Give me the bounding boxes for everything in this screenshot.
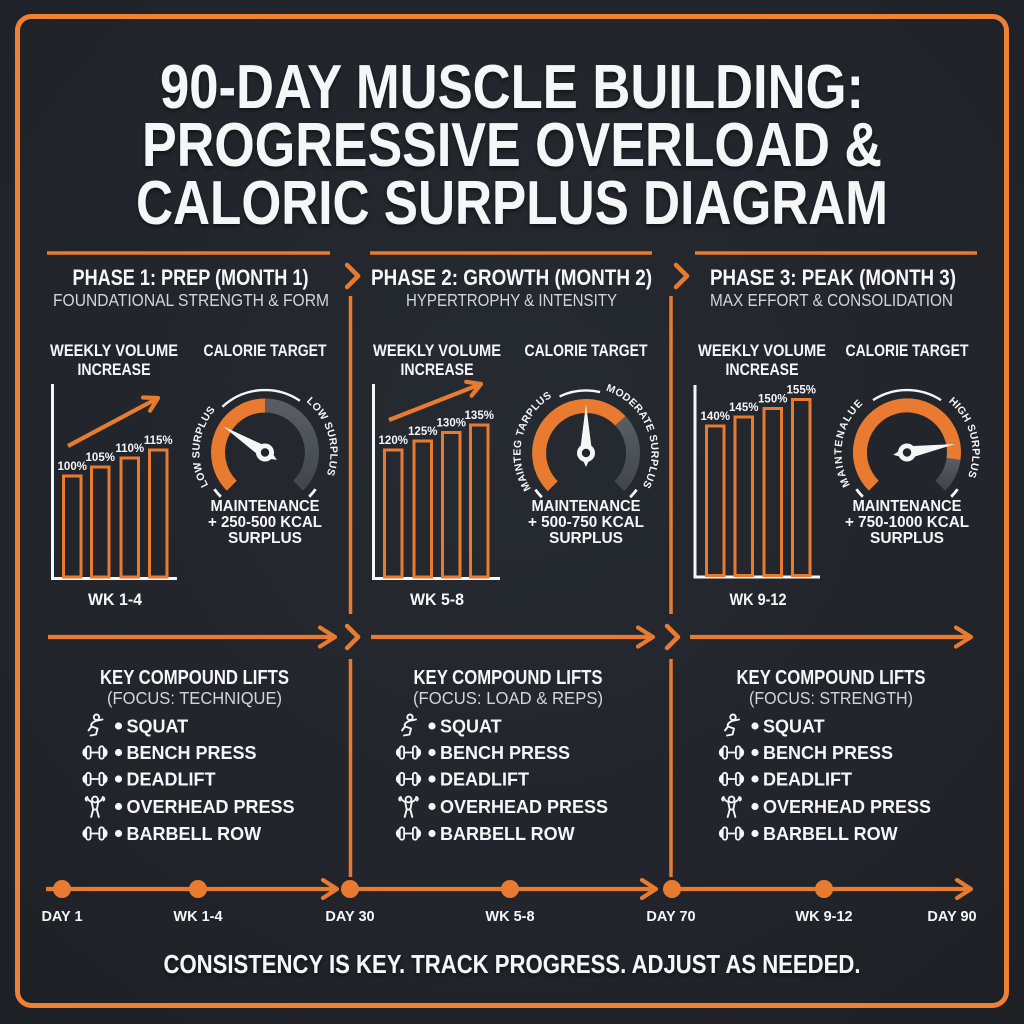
- svg-text:PHASE 3: PEAK (MONTH 3): PHASE 3: PEAK (MONTH 3): [710, 265, 956, 290]
- svg-text:PHASE 2: GROWTH (MONTH 2): PHASE 2: GROWTH (MONTH 2): [371, 265, 652, 290]
- svg-text:DAY 30: DAY 30: [325, 909, 374, 925]
- svg-text:SURPLUS: SURPLUS: [870, 530, 944, 547]
- svg-text:PHASE 1: PREP (MONTH 1): PHASE 1: PREP (MONTH 1): [73, 265, 309, 290]
- svg-text:BENCH PRESS: BENCH PRESS: [763, 743, 893, 763]
- svg-text:INCREASE: INCREASE: [726, 361, 799, 379]
- svg-text:DAY 90: DAY 90: [927, 909, 976, 925]
- svg-text:PROGRESSIVE OVERLOAD &: PROGRESSIVE OVERLOAD &: [142, 111, 882, 180]
- svg-text:MAINTENANCE: MAINTENANCE: [853, 498, 962, 515]
- svg-text:(FOCUS: LOAD & REPS): (FOCUS: LOAD & REPS): [413, 688, 603, 708]
- svg-text:BARBELL ROW: BARBELL ROW: [127, 824, 262, 844]
- svg-text:WK 1-4: WK 1-4: [173, 909, 222, 925]
- svg-text:INCREASE: INCREASE: [78, 361, 151, 379]
- svg-text:CALORIC SURPLUS DIAGRAM: CALORIC SURPLUS DIAGRAM: [136, 169, 888, 238]
- svg-text:DEADLIFT: DEADLIFT: [440, 770, 529, 790]
- svg-text:125%: 125%: [408, 426, 437, 438]
- svg-text:MAINTENANCE: MAINTENANCE: [211, 498, 320, 515]
- svg-text:110%: 110%: [115, 443, 144, 455]
- svg-text:SQUAT: SQUAT: [763, 717, 825, 737]
- svg-text:WK 5-8: WK 5-8: [410, 591, 464, 609]
- svg-text:+ 250-500 KCAL: + 250-500 KCAL: [208, 514, 322, 531]
- svg-text:130%: 130%: [437, 418, 466, 430]
- svg-text:BARBELL ROW: BARBELL ROW: [763, 824, 898, 844]
- svg-text:WK 9-12: WK 9-12: [730, 591, 787, 609]
- svg-text:+ 500-750 KCAL: + 500-750 KCAL: [528, 514, 644, 531]
- svg-text:DEADLIFT: DEADLIFT: [763, 770, 852, 790]
- svg-text:CALORIE TARGET: CALORIE TARGET: [846, 342, 969, 360]
- svg-text:WEEKLY VOLUME: WEEKLY VOLUME: [373, 342, 501, 360]
- svg-text:SQUAT: SQUAT: [440, 717, 502, 737]
- svg-text:OVERHEAD PRESS: OVERHEAD PRESS: [127, 797, 295, 817]
- svg-text:120%: 120%: [379, 435, 408, 447]
- svg-text:MAX EFFORT & CONSOLIDATION: MAX EFFORT & CONSOLIDATION: [710, 290, 953, 310]
- svg-text:DEADLIFT: DEADLIFT: [127, 770, 216, 790]
- svg-text:WK 1-4: WK 1-4: [88, 591, 143, 609]
- svg-text:INCREASE: INCREASE: [401, 361, 474, 379]
- svg-text:145%: 145%: [729, 402, 758, 414]
- svg-text:140%: 140%: [701, 411, 730, 423]
- svg-text:155%: 155%: [787, 385, 816, 397]
- svg-text:105%: 105%: [86, 452, 115, 464]
- svg-text:HYPERTROPHY & INTENSITY: HYPERTROPHY & INTENSITY: [406, 290, 617, 310]
- svg-text:90-DAY MUSCLE BUILDING:: 90-DAY MUSCLE BUILDING:: [160, 53, 864, 122]
- svg-text:WEEKLY VOLUME: WEEKLY VOLUME: [698, 342, 826, 360]
- svg-text:KEY COMPOUND LIFTS: KEY COMPOUND LIFTS: [414, 667, 603, 689]
- svg-text:WK 9-12: WK 9-12: [795, 909, 852, 925]
- svg-text:MAINTENANCE: MAINTENANCE: [532, 498, 641, 515]
- svg-text:OVERHEAD PRESS: OVERHEAD PRESS: [763, 797, 931, 817]
- svg-text:KEY COMPOUND LIFTS: KEY COMPOUND LIFTS: [100, 667, 289, 689]
- svg-text:SQUAT: SQUAT: [127, 717, 189, 737]
- svg-text:(FOCUS: STRENGTH): (FOCUS: STRENGTH): [749, 688, 913, 708]
- svg-text:(FOCUS: TECHNIQUE): (FOCUS: TECHNIQUE): [107, 688, 282, 708]
- svg-text:BARBELL ROW: BARBELL ROW: [440, 824, 575, 844]
- svg-text:150%: 150%: [758, 394, 787, 406]
- svg-text:CONSISTENCY IS KEY. TRACK PROG: CONSISTENCY IS KEY. TRACK PROGRESS. ADJU…: [164, 949, 861, 979]
- svg-text:FOUNDATIONAL STRENGTH & FORM: FOUNDATIONAL STRENGTH & FORM: [53, 290, 329, 310]
- svg-text:DAY 1: DAY 1: [41, 909, 82, 925]
- svg-text:BENCH PRESS: BENCH PRESS: [440, 743, 570, 763]
- svg-text:WK 5-8: WK 5-8: [485, 909, 534, 925]
- svg-text:OVERHEAD PRESS: OVERHEAD PRESS: [440, 797, 608, 817]
- svg-text:100%: 100%: [58, 461, 87, 473]
- svg-text:SURPLUS: SURPLUS: [549, 530, 623, 547]
- svg-text:CALORIE TARGET: CALORIE TARGET: [204, 342, 327, 360]
- svg-text:SURPLUS: SURPLUS: [228, 530, 302, 547]
- svg-text:CALORIE TARGET: CALORIE TARGET: [525, 342, 648, 360]
- svg-text:+ 750-1000 KCAL: + 750-1000 KCAL: [845, 514, 969, 531]
- svg-text:WEEKLY VOLUME: WEEKLY VOLUME: [50, 342, 178, 360]
- svg-text:115%: 115%: [144, 435, 173, 447]
- svg-text:135%: 135%: [465, 410, 494, 422]
- svg-text:BENCH PRESS: BENCH PRESS: [127, 743, 257, 763]
- svg-text:DAY 70: DAY 70: [646, 909, 695, 925]
- svg-text:KEY COMPOUND LIFTS: KEY COMPOUND LIFTS: [737, 667, 926, 689]
